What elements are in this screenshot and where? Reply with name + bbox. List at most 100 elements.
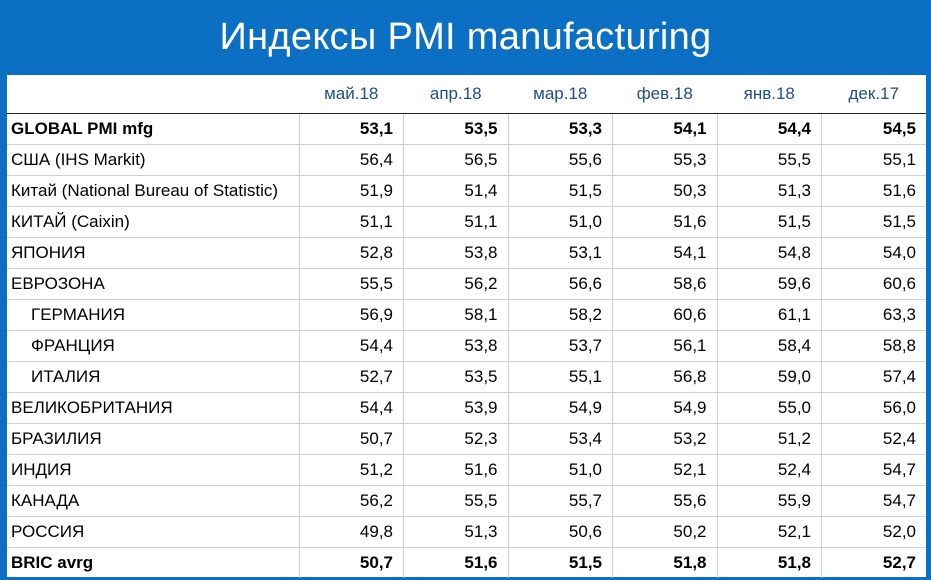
pmi-table: май.18 апр.18 мар.18 фев.18 янв.18 дек.1… <box>7 75 926 578</box>
table-cell-value: 55,1 <box>821 144 926 176</box>
table-cell-value: 55,1 <box>507 361 613 393</box>
header-row: май.18 апр.18 мар.18 фев.18 янв.18 дек.1… <box>7 75 926 114</box>
table-cell-value: 52,1 <box>612 454 717 486</box>
table-cell-value: 50,7 <box>298 423 404 455</box>
table-cell-value: 56,2 <box>403 268 508 300</box>
row-label: ЯПОНИЯ <box>7 237 299 269</box>
row-label: США (IHS Markit) <box>7 144 299 176</box>
table-cell-value: 55,6 <box>612 485 717 517</box>
table-cell-value: 54,8 <box>716 237 822 269</box>
row-label: Китай (National Bureau of Statistic) <box>7 175 299 207</box>
table-cell-value: 59,6 <box>716 268 822 300</box>
table-cell-value: 51,9 <box>298 175 404 207</box>
table-cell-value: 58,1 <box>403 299 508 331</box>
row-label: ЕВРОЗОНА <box>7 268 299 300</box>
table-cell-value: 51,0 <box>507 454 613 486</box>
table-cell-value: 51,5 <box>507 547 613 578</box>
table-cell-value: 58,4 <box>716 330 822 362</box>
table-row: ЯПОНИЯ 52,8 53,8 53,1 54,1 54,8 54,0 <box>7 237 926 269</box>
table-cell-value: 50,2 <box>612 516 717 548</box>
table-cell-value: 53,3 <box>507 113 613 145</box>
table-row: КИТАЙ (Caixin) 51,1 51,1 51,0 51,6 51,5 51,5 <box>7 206 926 238</box>
table-cell-value: 52,8 <box>298 237 404 269</box>
table-row: США (IHS Markit) 56,4 56,5 55,6 55,3 55,5 55,1 <box>7 144 926 176</box>
table-cell-value: 51,2 <box>298 454 404 486</box>
table-row: КАНАДА 56,2 55,5 55,7 55,6 55,9 54,7 <box>7 485 926 517</box>
table-cell-value: 52,3 <box>403 423 508 455</box>
column-header: апр.18 <box>403 75 508 114</box>
row-label: РОССИЯ <box>7 516 299 548</box>
table-cell-value: 49,8 <box>298 516 404 548</box>
table-cell-value: 53,1 <box>298 113 404 145</box>
table-cell-value: 54,1 <box>612 113 717 145</box>
table-cell-value: 53,1 <box>507 237 613 269</box>
table-cell-value: 61,1 <box>716 299 822 331</box>
row-label: ИНДИЯ <box>7 454 299 486</box>
table-cell-value: 53,9 <box>403 392 508 424</box>
table-cell-value: 54,0 <box>821 237 926 269</box>
column-header: фев.18 <box>612 75 717 114</box>
table-cell-value: 56,9 <box>298 299 404 331</box>
table-row: ВЕЛИКОБРИТАНИЯ 54,4 53,9 54,9 54,9 55,0 56,0 <box>7 392 926 424</box>
table-cell-value: 57,4 <box>821 361 926 393</box>
table-cell-value: 55,5 <box>403 485 508 517</box>
table-cell-value: 52,7 <box>821 547 926 578</box>
table-cell-value: 51,4 <box>403 175 508 207</box>
table-cell-value: 53,8 <box>403 237 508 269</box>
table-cell-value: 55,0 <box>716 392 822 424</box>
table-cell-value: 52,4 <box>821 423 926 455</box>
table-cell-value: 55,9 <box>716 485 822 517</box>
table-cell-value: 54,9 <box>612 392 717 424</box>
table-cell-value: 58,6 <box>612 268 717 300</box>
table-row: РОССИЯ 49,8 51,3 50,6 50,2 52,1 52,0 <box>7 516 926 548</box>
table-cell-value: 63,3 <box>821 299 926 331</box>
table-row: ИТАЛИЯ 52,7 53,5 55,1 56,8 59,0 57,4 <box>7 361 926 393</box>
table-cell-value: 51,6 <box>821 175 926 207</box>
row-label: ВЕЛИКОБРИТАНИЯ <box>7 392 299 424</box>
table-cell-value: 51,3 <box>403 516 508 548</box>
table-cell-value: 51,5 <box>507 175 613 207</box>
table-cell-value: 56,0 <box>821 392 926 424</box>
row-label: BRIC avrg <box>7 547 299 578</box>
page-title: Индексы PMI manufacturing <box>219 15 712 58</box>
column-header: май.18 <box>299 75 404 114</box>
row-label: ФРАНЦИЯ <box>7 330 299 362</box>
header-corner <box>7 75 299 114</box>
table-row: ЕВРОЗОНА 55,5 56,2 56,6 58,6 59,6 60,6 <box>7 268 926 300</box>
table-cell-value: 51,1 <box>298 206 404 238</box>
column-header: дек.17 <box>821 75 926 114</box>
table-cell-value: 58,8 <box>821 330 926 362</box>
table-cell-value: 50,3 <box>612 175 717 207</box>
row-label: ИТАЛИЯ <box>7 361 299 393</box>
table-cell-value: 56,1 <box>612 330 717 362</box>
column-header: мар.18 <box>508 75 613 114</box>
table-cell-value: 51,3 <box>716 175 822 207</box>
table-cell-value: 51,2 <box>716 423 822 455</box>
table-body: GLOBAL PMI mfg 53,1 53,5 53,3 54,1 54,4 54,5 СШ… <box>7 113 926 578</box>
table-cell-value: 56,5 <box>403 144 508 176</box>
table-cell-value: 53,5 <box>403 113 508 145</box>
table-cell-value: 55,5 <box>298 268 404 300</box>
table-row: GLOBAL PMI mfg 53,1 53,5 53,3 54,1 54,4 54,5 <box>7 113 926 145</box>
table-cell-value: 58,2 <box>507 299 613 331</box>
table-cell-value: 50,7 <box>298 547 404 578</box>
row-label: GLOBAL PMI mfg <box>7 113 299 145</box>
table-cell-value: 56,6 <box>507 268 613 300</box>
table-cell-value: 53,4 <box>507 423 613 455</box>
table-cell-value: 53,2 <box>612 423 717 455</box>
table-cell-value: 55,5 <box>716 144 822 176</box>
table-cell-value: 52,0 <box>821 516 926 548</box>
table-row: BRIC avrg 50,7 51,6 51,5 51,8 51,8 52,7 <box>7 547 926 578</box>
row-label: КИТАЙ (Caixin) <box>7 206 299 238</box>
table-cell-value: 53,7 <box>507 330 613 362</box>
table-cell-value: 52,7 <box>298 361 404 393</box>
table-row: ГЕРМАНИЯ 56,9 58,1 58,2 60,6 61,1 63,3 <box>7 299 926 331</box>
table-cell-value: 51,6 <box>403 547 508 578</box>
table-cell-value: 51,6 <box>403 454 508 486</box>
table-cell-value: 51,8 <box>612 547 717 578</box>
table-cell-value: 54,9 <box>507 392 613 424</box>
table-cell-value: 53,8 <box>403 330 508 362</box>
table-cell-value: 55,7 <box>507 485 613 517</box>
table-cell-value: 52,1 <box>716 516 822 548</box>
table-row: БРАЗИЛИЯ 50,7 52,3 53,4 53,2 51,2 52,4 <box>7 423 926 455</box>
